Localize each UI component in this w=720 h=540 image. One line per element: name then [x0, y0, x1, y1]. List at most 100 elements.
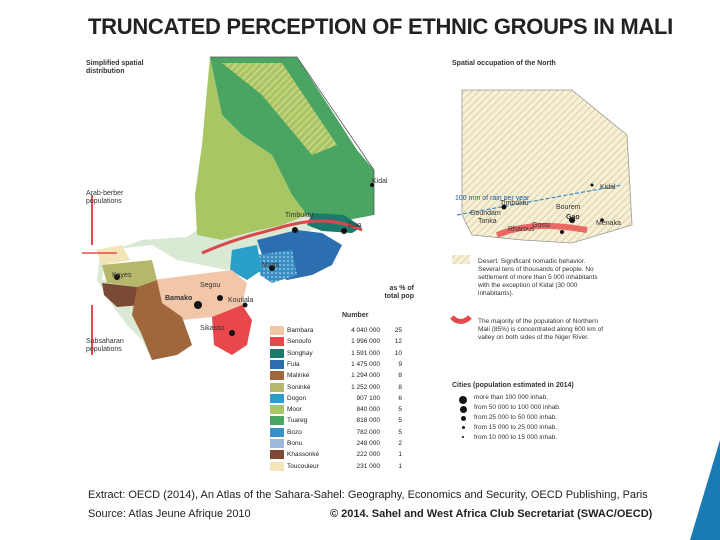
city-dot-icon [462, 436, 464, 438]
legend-swatch [270, 405, 284, 415]
legend-number: 1 996 000 [351, 338, 380, 346]
legend-number: 1 252 000 [351, 383, 380, 391]
legend-row: Fula 1 475 000 9 [270, 359, 410, 370]
legend-row: Songhay 1 591 000 10 [270, 348, 410, 359]
inset-city-goundam: Goundam [470, 210, 501, 217]
city-size-label: more than 100 000 inhab. [474, 394, 549, 401]
legend-name: Bozo [287, 428, 302, 436]
simplified-label: Simplified spatial distribution [86, 60, 144, 75]
legend-swatch [270, 427, 284, 437]
legend-name: Dogon [287, 394, 307, 402]
legend-pct: 6 [398, 394, 402, 402]
legend-row: Malinké 1 294 000 8 [270, 370, 410, 381]
city-dot-icon [460, 416, 466, 421]
legend-swatch [270, 461, 284, 471]
legend-number: 1 591 000 [351, 349, 380, 357]
legend-pct: 5 [398, 417, 402, 425]
inset-title: Spatial occupation of the North [452, 60, 556, 67]
city-koutiala: Koutiala [228, 297, 254, 304]
legend-row: Senoufo 1 996 000 12 [270, 336, 410, 347]
city-size-label: from 10 000 to 15 000 inhab. [474, 434, 558, 441]
inset-city-timbuktu: Timbuktu [500, 200, 529, 207]
legend-name: Senoufo [287, 338, 312, 346]
legend-row: Bonu 248 000 2 [270, 438, 410, 449]
legend-swatch [270, 371, 284, 381]
legend-number: 4 040 000 [351, 327, 380, 334]
legend-pct: 5 [398, 428, 402, 436]
inset-city-tonka: Tonka [478, 218, 497, 225]
legend-pct: 2 [398, 440, 402, 447]
legend-pct: 8 [398, 383, 402, 391]
legend-number: 1 294 000 [351, 372, 380, 380]
legend-number-header: Number [342, 312, 369, 319]
page-title: TRUNCATED PERCEPTION OF ETHNIC GROUPS IN… [88, 14, 673, 39]
inset-city-rharous: Rharous [508, 226, 535, 233]
legend-row: Moor 840 000 5 [270, 404, 410, 415]
legend-name: Bambara [287, 327, 314, 334]
majority-key: The majority of the population of Northe… [478, 318, 604, 341]
legend-number: 907 100 [356, 394, 381, 402]
legend-pct: 10 [394, 349, 402, 357]
legend-pct: 12 [394, 338, 402, 346]
legend-swatch [270, 348, 284, 358]
legend-name: Bonu [287, 440, 303, 447]
city-size-label: from 50 000 to 100 000 inhab. [474, 404, 561, 411]
city-mopti: Mopti [262, 262, 280, 269]
legend-pct: 1 [398, 451, 402, 459]
legend-row: Soninké 1 252 000 8 [270, 382, 410, 393]
legend-swatch [270, 416, 284, 426]
legend-row: Bambara 4 040 000 25 [270, 325, 410, 336]
legend-pct: 8 [398, 372, 402, 380]
legend-swatch [270, 439, 284, 448]
footer-source: Source: Atlas Jeune Afrique 2010 [88, 508, 251, 520]
legend-row: Khassonké 222 000 1 [270, 449, 410, 460]
legend-pct: 1 [398, 462, 402, 470]
legend-number: 222 000 [356, 451, 381, 459]
inset-city-gao: Gao [566, 214, 580, 221]
map-figure [82, 55, 643, 476]
city-sikasso: Sikasso [200, 325, 225, 332]
legend-name: Moor [287, 406, 302, 414]
legend-name: Tuareg [287, 417, 308, 425]
city-timbuktu: Timbuktu [285, 212, 314, 219]
legend-name: Songhay [287, 349, 313, 357]
legend-number: 818 000 [356, 417, 381, 425]
legend-name: Soninké [287, 383, 311, 391]
legend-number: 248 000 [356, 440, 381, 447]
legend-number: 782 000 [356, 428, 381, 436]
desert-key: Desert. Significant nomadic behavior. Se… [478, 258, 598, 297]
city-bamako: Bamako [165, 295, 193, 302]
legend-pct: 5 [398, 406, 402, 414]
legend-pct: 9 [398, 360, 402, 368]
city-size-label: from 15 000 to 25 000 inhab. [474, 424, 558, 431]
legend-pct-header: as % of total pop [384, 285, 414, 300]
inset-city-gossi: Gossi [532, 222, 550, 229]
legend-number: 1 475 000 [351, 360, 380, 368]
city-segou: Segou [200, 282, 221, 289]
city-size-label: from 25 000 to 50 000 inhab. [474, 414, 558, 421]
city-dot-icon [459, 396, 467, 404]
legend-row: Dogon 907 100 6 [270, 393, 410, 404]
legend-number: 231 000 [356, 462, 381, 470]
city-dot-icon [459, 406, 467, 413]
legend-name: Toucouleur [287, 462, 319, 470]
city-kidal: Kidal [372, 178, 388, 185]
legend-name: Malinké [287, 372, 310, 380]
legend-swatch [270, 326, 284, 335]
inset-city-menaka: Menaka [596, 220, 621, 227]
arab-berber-label: Arab-berber populations [86, 190, 124, 205]
legend-row: Bozo 782 000 5 [270, 427, 410, 438]
legend-swatch [270, 382, 284, 392]
legend-swatch [270, 393, 284, 403]
city-dot-icon [461, 426, 465, 429]
corner-accent [690, 440, 720, 540]
rain-label: 100 mm of rain per year [455, 195, 530, 202]
legend-swatch [270, 337, 284, 347]
legend-row: Toucouleur 231 000 1 [270, 461, 410, 472]
footer-copyright: © 2014. Sahel and West Africa Club Secre… [330, 508, 653, 520]
city-kayes: Kayes [112, 272, 132, 279]
legend-swatch [270, 450, 284, 460]
cities-key-header: Cities (population estimated in 2014) [452, 382, 574, 389]
legend-swatch [270, 359, 284, 369]
inset-city-bourem: Bourem [556, 204, 581, 211]
